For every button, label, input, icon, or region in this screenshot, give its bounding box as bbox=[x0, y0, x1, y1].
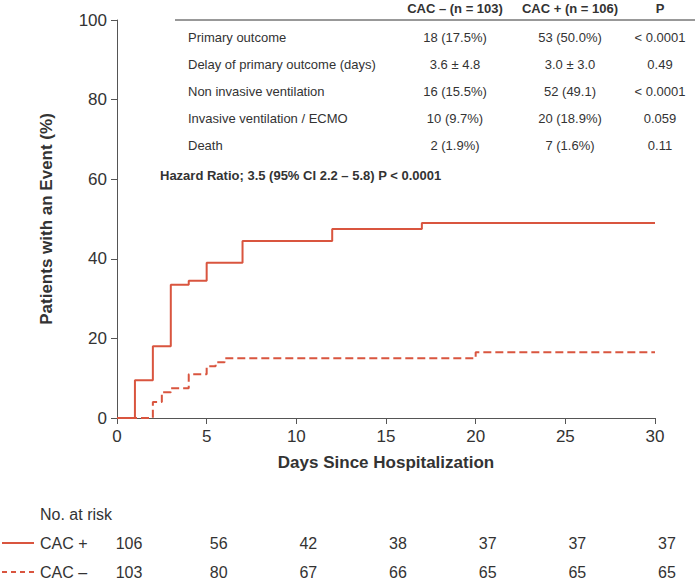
svg-text:CAC – (n = 103): CAC – (n = 103) bbox=[407, 1, 503, 16]
svg-text:80: 80 bbox=[210, 564, 228, 581]
svg-text:CAC –: CAC – bbox=[40, 564, 87, 581]
svg-text:CAC + (n = 106): CAC + (n = 106) bbox=[522, 1, 618, 16]
svg-text:40: 40 bbox=[88, 249, 107, 268]
svg-text:< 0.0001: < 0.0001 bbox=[635, 30, 686, 45]
svg-text:100: 100 bbox=[79, 11, 107, 30]
svg-text:65: 65 bbox=[568, 564, 586, 581]
svg-text:0.059: 0.059 bbox=[644, 111, 677, 126]
svg-text:56: 56 bbox=[210, 535, 228, 552]
svg-text:20 (18.9%): 20 (18.9%) bbox=[538, 111, 602, 126]
svg-text:37: 37 bbox=[568, 535, 586, 552]
svg-text:3.6 ± 4.8: 3.6 ± 4.8 bbox=[430, 57, 481, 72]
svg-text:30: 30 bbox=[646, 427, 665, 446]
svg-text:20: 20 bbox=[88, 329, 107, 348]
svg-text:Patients with an Event (%): Patients with an Event (%) bbox=[37, 113, 56, 325]
svg-text:60: 60 bbox=[88, 170, 107, 189]
svg-text:0: 0 bbox=[112, 427, 121, 446]
svg-text:10 (9.7%): 10 (9.7%) bbox=[427, 111, 483, 126]
svg-text:25: 25 bbox=[556, 427, 575, 446]
svg-text:P: P bbox=[656, 1, 665, 16]
svg-text:10: 10 bbox=[287, 427, 306, 446]
svg-text:38: 38 bbox=[389, 535, 407, 552]
svg-text:20: 20 bbox=[466, 427, 485, 446]
svg-text:Delay of primary outcome (days: Delay of primary outcome (days) bbox=[188, 57, 376, 72]
svg-text:Death: Death bbox=[188, 138, 223, 153]
svg-text:0.49: 0.49 bbox=[647, 57, 672, 72]
svg-text:65: 65 bbox=[658, 564, 676, 581]
svg-text:5: 5 bbox=[202, 427, 211, 446]
svg-text:Primary outcome: Primary outcome bbox=[188, 30, 286, 45]
svg-text:15: 15 bbox=[377, 427, 396, 446]
svg-text:< 0.0001: < 0.0001 bbox=[635, 84, 686, 99]
svg-text:3.0 ± 3.0: 3.0 ± 3.0 bbox=[545, 57, 596, 72]
svg-text:106: 106 bbox=[116, 535, 143, 552]
svg-text:52 (49.1): 52 (49.1) bbox=[544, 84, 596, 99]
svg-text:37: 37 bbox=[479, 535, 497, 552]
svg-text:Hazard Ratio; 3.5 (95% CI 2.2: Hazard Ratio; 3.5 (95% CI 2.2 – 5.8) P <… bbox=[160, 168, 441, 183]
svg-text:Invasive ventilation / ECMO: Invasive ventilation / ECMO bbox=[188, 111, 348, 126]
svg-text:No. at risk: No. at risk bbox=[40, 506, 113, 523]
svg-text:Non invasive ventilation: Non invasive ventilation bbox=[188, 84, 325, 99]
svg-text:CAC +: CAC + bbox=[40, 535, 88, 552]
svg-text:67: 67 bbox=[299, 564, 317, 581]
svg-text:7 (1.6%): 7 (1.6%) bbox=[545, 138, 594, 153]
svg-text:42: 42 bbox=[299, 535, 317, 552]
svg-text:103: 103 bbox=[116, 564, 143, 581]
svg-text:53 (50.0%): 53 (50.0%) bbox=[538, 30, 602, 45]
svg-text:2 (1.9%): 2 (1.9%) bbox=[430, 138, 479, 153]
svg-text:80: 80 bbox=[88, 90, 107, 109]
svg-text:Days Since Hospitalization: Days Since Hospitalization bbox=[278, 453, 494, 472]
svg-text:66: 66 bbox=[389, 564, 407, 581]
svg-text:37: 37 bbox=[658, 535, 676, 552]
svg-text:65: 65 bbox=[479, 564, 497, 581]
svg-text:18 (17.5%): 18 (17.5%) bbox=[423, 30, 487, 45]
svg-text:0: 0 bbox=[98, 409, 107, 428]
svg-text:16 (15.5%): 16 (15.5%) bbox=[423, 84, 487, 99]
svg-text:0.11: 0.11 bbox=[648, 138, 672, 153]
